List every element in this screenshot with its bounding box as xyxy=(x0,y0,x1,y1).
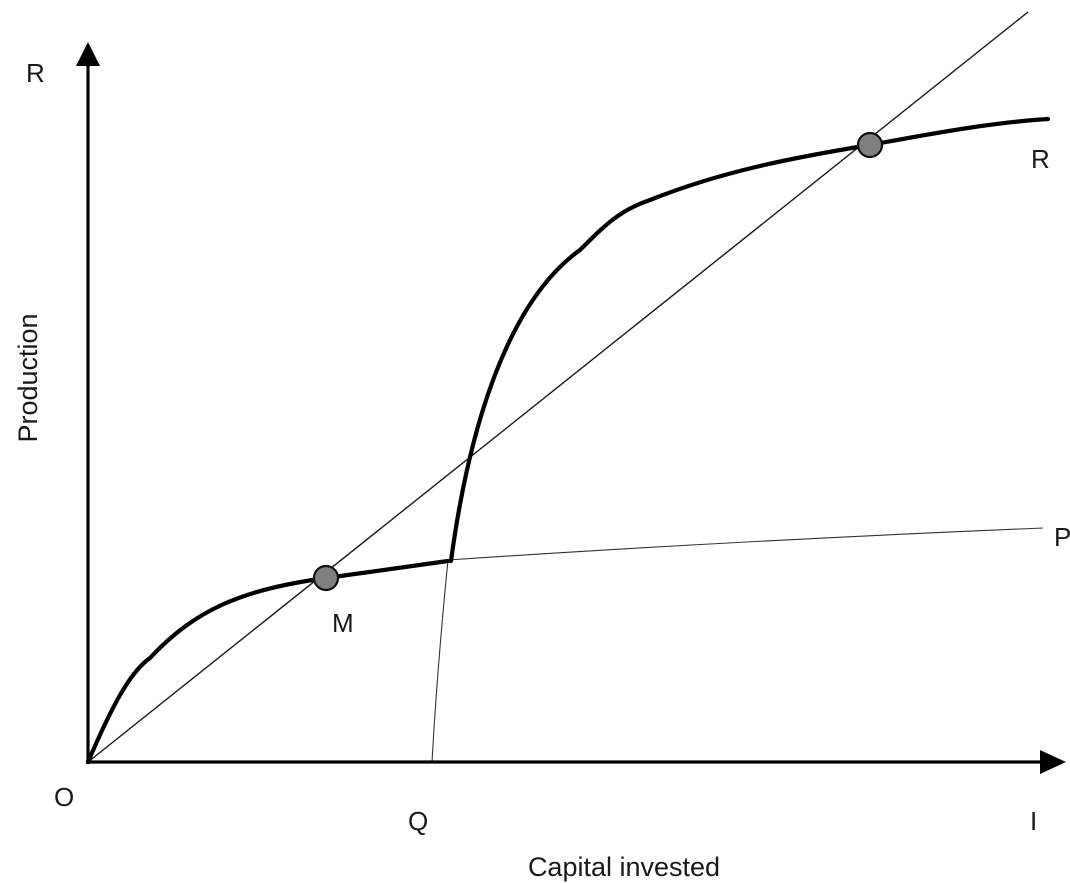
curve-p-thin xyxy=(447,527,1044,561)
threshold-q-label: Q xyxy=(408,806,428,836)
origin-label: O xyxy=(54,782,74,812)
curve-r-label: R xyxy=(1031,144,1050,174)
threshold-line xyxy=(431,559,449,763)
point-m-marker xyxy=(312,564,340,592)
curve-r-thick xyxy=(448,116,1051,564)
y-axis-end-label: R xyxy=(26,58,45,88)
x-axis-arrowhead xyxy=(1040,750,1066,774)
x-axis-end-label: I xyxy=(1030,806,1037,836)
curve-p-label: P xyxy=(1054,522,1070,552)
y-axis-arrowhead xyxy=(76,42,100,66)
curve-p-thick xyxy=(85,558,451,765)
point-m-label: M xyxy=(332,608,354,638)
reference-line xyxy=(87,11,1029,763)
y-axis-title: Production xyxy=(13,313,43,442)
upper-intersection-marker xyxy=(856,131,884,159)
x-axis-title: Capital invested xyxy=(528,852,720,882)
